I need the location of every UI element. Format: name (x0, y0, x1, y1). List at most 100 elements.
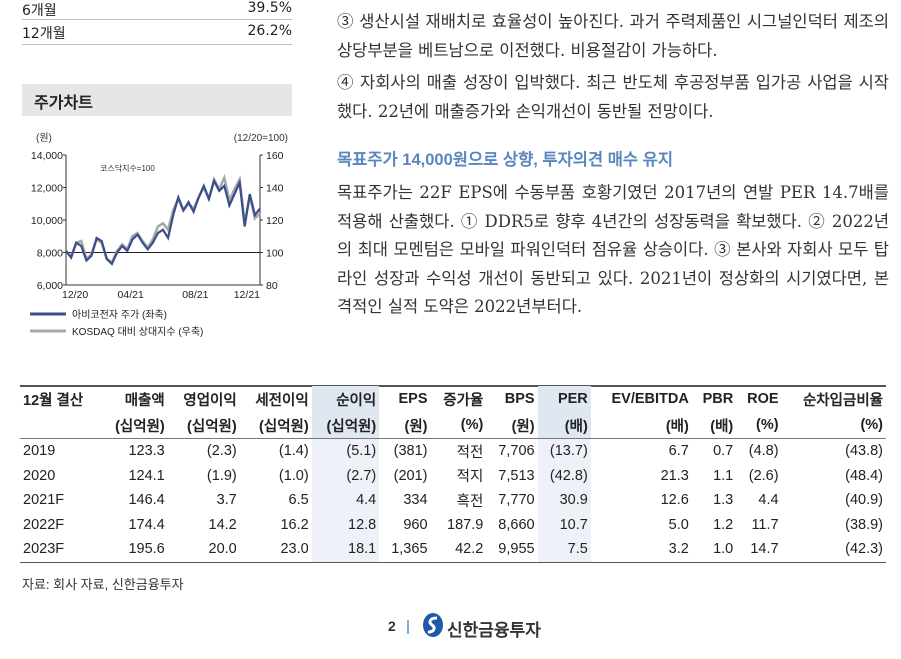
return-value: 39.5% (247, 0, 292, 16)
table-cell: 12.6 (660, 492, 689, 509)
table-cell: 21.3 (660, 467, 689, 484)
table-row: 2020 124.1 (1.9) (1.0) (2.7) (201) 적지 7,513 (42.… (20, 463, 886, 488)
series-line (65, 178, 261, 266)
column-unit: (%) (430, 412, 487, 439)
column-unit (20, 412, 101, 439)
table-cell: 123.3 (128, 443, 165, 460)
table-cell: 7.5 (537, 537, 591, 563)
footer-divider (407, 620, 409, 634)
table-cell: 3.7 (216, 492, 237, 509)
table-cell: 195.6 (100, 537, 168, 563)
paragraph-subsidiary: ④ 자회사의 매출 성장이 입박했다. 최근 반도체 후공정부품 입가공 사업을… (337, 73, 889, 121)
table-cell: 14.2 (208, 516, 237, 533)
column-unit: (배) (691, 412, 737, 439)
x-tick-label: 04/21 (118, 289, 144, 301)
column-unit: (십억원) (239, 412, 312, 439)
table-cell: 23.0 (239, 537, 312, 563)
table-cell: 2022F (23, 516, 65, 533)
y-right-tick-label: 100 (266, 248, 284, 260)
table-cell: 흑전 (456, 493, 484, 510)
table-cell: 1.3 (713, 492, 734, 509)
column-unit: (%) (781, 412, 886, 439)
table-cell: 42.2 (430, 537, 487, 563)
column-header: ROE (747, 391, 779, 407)
column-header: BPS (504, 391, 535, 407)
column-header: EPS (398, 391, 428, 407)
divider (22, 19, 292, 20)
table-cell: 10.7 (537, 512, 591, 537)
table-cell: (2.3) (206, 443, 237, 460)
legend-label: KOSDAQ 대비 상대지수 (우축) (72, 326, 203, 338)
table-cell: 14.7 (736, 537, 782, 563)
paragraph-production: ③ 생산시설 재배치로 효율성이 높아진다. 과거 주력제품인 시그널인덕터 제… (337, 12, 889, 60)
y-right-tick-label: 140 (266, 183, 284, 195)
y-left-tick-label: 14,000 (31, 150, 63, 162)
x-tick-label: 12/21 (234, 289, 260, 301)
table-cell: 20.0 (167, 537, 240, 563)
return-row-6m: 6개월 39.5% (22, 0, 292, 21)
table-cell: 적지 (456, 469, 484, 486)
table-cell: 7,513 (498, 467, 535, 484)
table-cell: 2021F (23, 492, 65, 509)
table-cell: (42.3) (781, 537, 886, 563)
table-cell: 8,660 (498, 516, 535, 533)
table-cell: 2020 (23, 467, 56, 484)
chart-section-title: 주가차트 (34, 93, 93, 112)
x-tick-label: 12/20 (62, 289, 88, 301)
table-row: 2021F 146.4 3.7 6.5 4.4 334 흑전 7,770 30.9 12.6 1.3… (20, 488, 886, 513)
table-cell: 12.8 (311, 512, 380, 537)
table-cell: 7,706 (498, 443, 535, 460)
column-header: 매출액 (124, 392, 165, 409)
table-cell: (4.8) (748, 443, 779, 460)
table-cell: 334 (403, 492, 428, 509)
table-cell: (1.9) (206, 467, 237, 484)
column-header: 영업이익 (183, 392, 237, 409)
column-header: 12월 결산 (23, 392, 84, 409)
chart-base-label: (12/20=100) (234, 133, 288, 144)
table-cell: (42.8) (537, 463, 591, 488)
table-header-row: 12월 결산 매출액 영업이익 세전이익 순이익 EPS 증가율 BPS PER EV/EBITD… (20, 386, 886, 412)
y-left-tick-label: 8,000 (37, 248, 63, 260)
table-top-rule (20, 385, 886, 387)
series-line (64, 173, 261, 265)
table-cell: (2.6) (748, 467, 779, 484)
table-cell: (40.9) (845, 492, 883, 509)
table-cell: (13.7) (537, 438, 591, 464)
table-cell: 1,365 (379, 537, 431, 563)
page-number: 2 (388, 618, 396, 634)
table-cell: (48.4) (845, 467, 883, 484)
table-cell: (43.8) (845, 443, 883, 460)
column-header: 세전이익 (255, 392, 309, 409)
x-tick-label: 08/21 (182, 289, 208, 301)
table-cell: 9,955 (486, 537, 538, 563)
column-header: PBR (702, 391, 734, 407)
table-row: 2019 123.3 (2.3) (1.4) (5.1) (381) 적전 7,706 (13.… (20, 438, 886, 464)
stock-price-chart: (원) (12/20=100) 코스닥지수=100 14,000 12,000 10… (30, 132, 288, 338)
table-unit-row: (십억원) (십억원) (십억원) (십억원) (원) (%) (원) (배) (배) (배) (%… (20, 412, 886, 439)
target-price-heading: 목표주가 14,000원으로 상향, 투자의견 매수 유지 (337, 151, 674, 169)
table-cell: 7,770 (498, 492, 535, 509)
table-cell: (2.7) (311, 463, 380, 488)
table-cell: 2023F (20, 537, 101, 563)
shinhan-logo-icon (422, 612, 444, 638)
table-cell: 18.1 (311, 537, 380, 563)
legend-label: 아비코전자 주가 (좌축) (72, 309, 167, 321)
column-unit: (원) (379, 412, 431, 439)
column-unit: (십억원) (167, 412, 240, 439)
column-unit: (%) (736, 412, 782, 439)
table-cell: 1.1 (713, 467, 734, 484)
financial-table: 12월 결산 매출액 영업이익 세전이익 순이익 EPS 증가율 BPS PER EV/EBITD… (20, 386, 886, 563)
return-row-12m: 12개월 26.2% (22, 23, 292, 44)
column-unit: (배) (590, 412, 692, 439)
y-right-tick-label: 120 (266, 215, 284, 227)
table-cell: 6.5 (288, 492, 309, 509)
table-cell: (201) (393, 467, 428, 484)
y-right-tick-label: 160 (266, 150, 284, 162)
table-row: 2023F 195.6 20.0 23.0 18.1 1,365 42.2 9,955 7.5 3… (20, 537, 886, 563)
table-cell: 124.1 (128, 467, 165, 484)
table-cell: 4.4 (758, 492, 779, 509)
chart-inner-label: 코스닥지수=100 (100, 163, 155, 173)
y-left-tick-label: 6,000 (37, 280, 63, 292)
table-cell: 2019 (23, 443, 56, 460)
table-cell: 5.0 (668, 516, 689, 533)
